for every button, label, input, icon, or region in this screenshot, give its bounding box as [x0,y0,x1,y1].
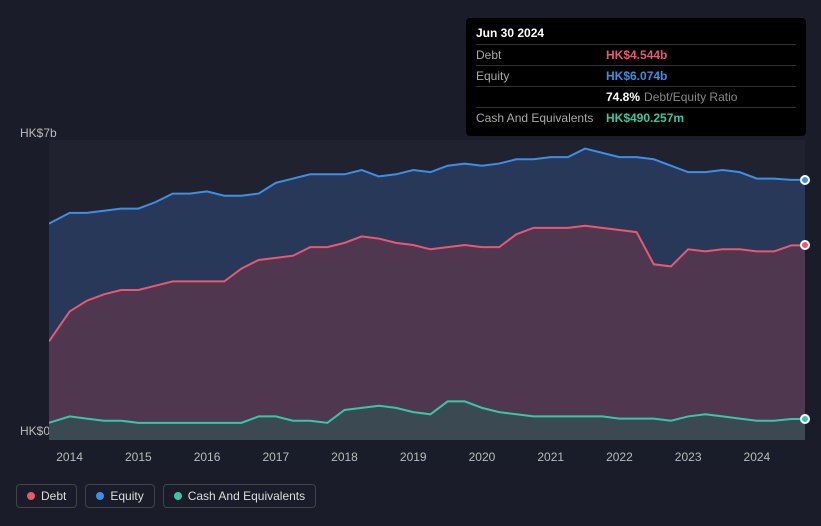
tooltip-extra: Debt/Equity Ratio [644,90,737,104]
tooltip-label: Cash And Equivalents [476,111,606,125]
tooltip-row: Cash And EquivalentsHK$490.257m [476,107,796,128]
tooltip-value: 74.8%Debt/Equity Ratio [606,90,737,104]
marker-cash-and-equivalents [800,414,810,424]
x-axis-labels: 2014 2015 2016 2017 2018 2019 2020 2021 2022 2023… [49,450,805,466]
marker-debt [800,240,810,250]
tooltip-value: HK$4.544b [606,48,667,62]
x-axis-tick: 2016 [194,450,221,464]
legend-item-debt[interactable]: Debt [16,484,77,508]
x-axis-tick: 2019 [400,450,427,464]
legend-label: Debt [41,489,66,503]
legend-dot-icon [174,492,182,500]
chart-tooltip: Jun 30 2024 DebtHK$4.544bEquityHK$6.074b… [466,18,806,136]
legend-dot-icon [96,492,104,500]
tooltip-row: DebtHK$4.544b [476,44,796,65]
x-axis-tick: 2022 [606,450,633,464]
tooltip-label: Debt [476,48,606,62]
y-axis-label-max: HK$7b [20,126,57,140]
x-axis-tick: 2014 [56,450,83,464]
x-axis-tick: 2021 [537,450,564,464]
tooltip-date: Jun 30 2024 [476,26,796,44]
x-axis-tick: 2017 [262,450,289,464]
x-axis-tick: 2023 [675,450,702,464]
legend-item-cash-and-equivalents[interactable]: Cash And Equivalents [163,484,316,508]
plot-area[interactable] [49,140,805,440]
x-axis-tick: 2024 [744,450,771,464]
chart-container: HK$7b HK$0 20142015201620172018201920202… [16,120,805,465]
legend-item-equity[interactable]: Equity [85,484,154,508]
x-axis-tick: 2018 [331,450,358,464]
tooltip-row: EquityHK$6.074b [476,65,796,86]
legend-label: Cash And Equivalents [188,489,305,503]
tooltip-value: HK$6.074b [606,69,667,83]
tooltip-row: 74.8%Debt/Equity Ratio [476,86,796,107]
y-axis-label-min: HK$0 [20,424,50,438]
tooltip-label: Equity [476,69,606,83]
marker-equity [800,175,810,185]
x-axis-tick: 2020 [469,450,496,464]
legend: Debt Equity Cash And Equivalents [16,484,316,508]
legend-label: Equity [110,489,143,503]
tooltip-value: HK$490.257m [606,111,684,125]
tooltip-label [476,90,606,104]
legend-dot-icon [27,492,35,500]
x-axis-tick: 2015 [125,450,152,464]
